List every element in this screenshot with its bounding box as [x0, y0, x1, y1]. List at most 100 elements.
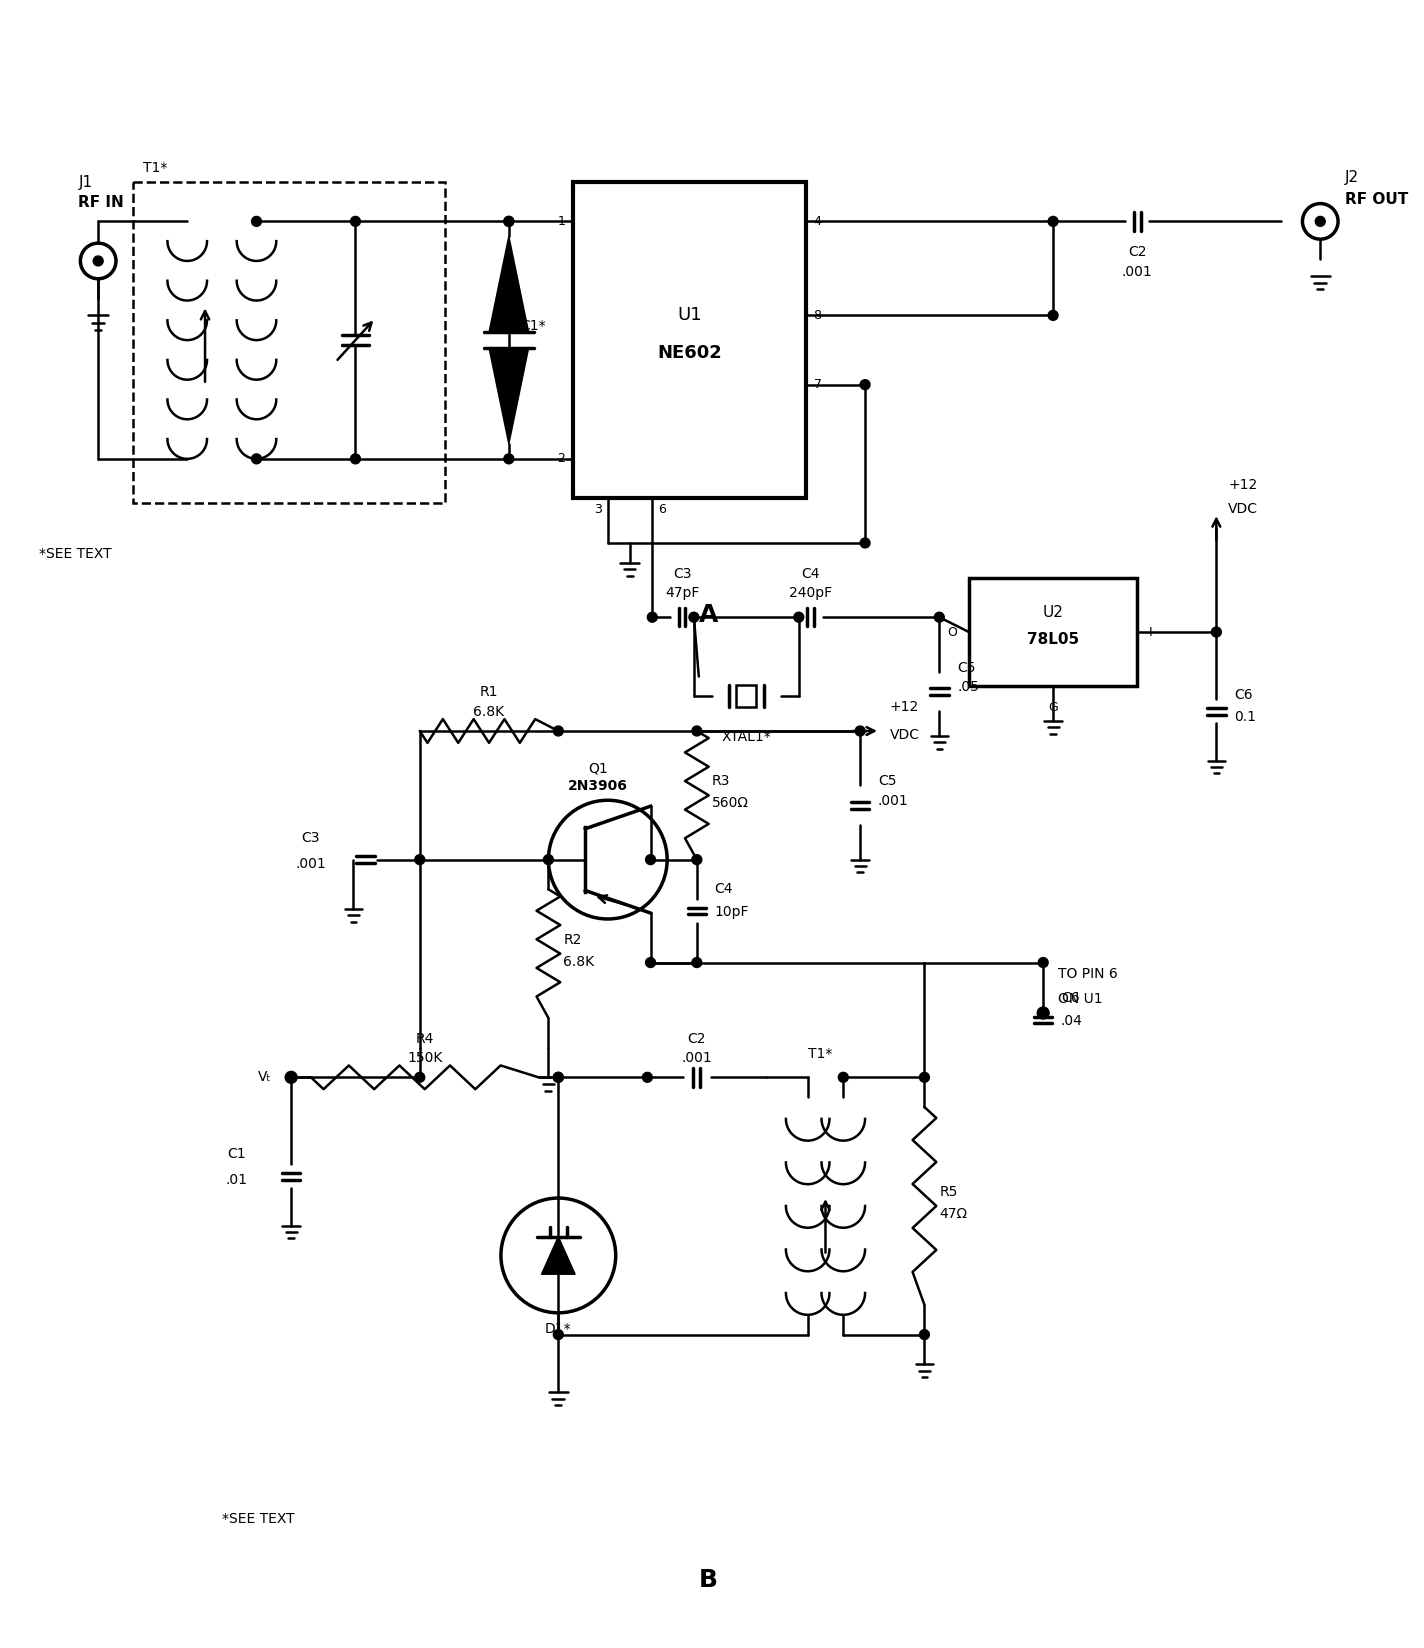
Text: 8: 8 [813, 308, 822, 321]
Circle shape [645, 957, 655, 967]
Polygon shape [488, 348, 528, 443]
Text: J1: J1 [78, 175, 93, 190]
Circle shape [504, 216, 514, 226]
Text: .04: .04 [1061, 1014, 1082, 1028]
Text: I: I [1149, 626, 1152, 638]
Circle shape [252, 453, 262, 463]
Bar [736, 686, 756, 707]
Circle shape [1038, 957, 1048, 967]
Text: 240pF: 240pF [789, 587, 832, 600]
Text: +12: +12 [1229, 478, 1257, 491]
Text: 7: 7 [813, 377, 822, 391]
Text: Q1: Q1 [588, 761, 608, 776]
Text: U2: U2 [1042, 605, 1064, 620]
Text: C5: C5 [879, 775, 897, 788]
Text: G: G [1048, 702, 1058, 714]
Text: C2: C2 [1128, 246, 1146, 259]
Text: C4: C4 [715, 882, 733, 897]
Text: R2: R2 [564, 933, 581, 946]
Bar [968, 577, 1138, 687]
Circle shape [544, 855, 554, 865]
Text: 0.1: 0.1 [1235, 710, 1256, 723]
Text: RF OUT: RF OUT [1346, 191, 1408, 206]
Text: .001: .001 [879, 794, 909, 808]
Circle shape [554, 1073, 564, 1083]
Text: 2: 2 [557, 452, 565, 465]
Circle shape [1037, 1007, 1049, 1018]
Circle shape [1316, 216, 1326, 226]
Circle shape [934, 613, 944, 623]
Text: *SEE TEXT: *SEE TEXT [38, 547, 111, 560]
Circle shape [839, 1073, 849, 1083]
Text: O: O [947, 626, 957, 638]
Circle shape [689, 613, 699, 623]
Circle shape [554, 727, 564, 737]
Circle shape [692, 855, 702, 865]
Text: J2: J2 [1346, 170, 1358, 185]
Text: 4: 4 [813, 214, 822, 227]
Polygon shape [541, 1236, 575, 1274]
Circle shape [1048, 216, 1058, 226]
Polygon shape [488, 236, 528, 333]
Bar [572, 181, 806, 498]
Text: VDC: VDC [890, 728, 920, 742]
Text: VDC: VDC [1229, 503, 1259, 516]
Circle shape [642, 1073, 652, 1083]
Text: C1*: C1* [521, 320, 547, 333]
Text: 150K: 150K [407, 1051, 443, 1066]
Text: C2: C2 [688, 1032, 706, 1046]
Text: 6.8K: 6.8K [564, 954, 594, 969]
Text: RF IN: RF IN [78, 194, 124, 209]
Circle shape [860, 379, 870, 389]
Text: T1*: T1* [142, 162, 167, 175]
Circle shape [350, 453, 360, 463]
Circle shape [692, 727, 702, 737]
Circle shape [504, 453, 514, 463]
Text: C1: C1 [228, 1147, 246, 1162]
Circle shape [414, 855, 424, 865]
Circle shape [504, 216, 514, 226]
Text: ON U1: ON U1 [1058, 992, 1102, 1007]
Text: .05: .05 [957, 681, 978, 694]
Text: *SEE TEXT: *SEE TEXT [222, 1511, 295, 1526]
Text: C6: C6 [1235, 689, 1253, 702]
Circle shape [920, 1073, 930, 1083]
Text: Vₜ: Vₜ [258, 1070, 272, 1084]
Text: D1*: D1* [545, 1322, 571, 1335]
Circle shape [350, 216, 360, 226]
Text: C3: C3 [672, 567, 691, 580]
Text: 10pF: 10pF [715, 905, 749, 920]
Circle shape [920, 1330, 930, 1340]
Text: 560Ω: 560Ω [712, 796, 749, 811]
Text: 6: 6 [658, 503, 666, 516]
Text: 2N3906: 2N3906 [568, 780, 628, 793]
Text: B: B [699, 1567, 718, 1592]
Circle shape [93, 255, 103, 265]
Text: 6.8K: 6.8K [473, 705, 504, 719]
Circle shape [648, 613, 658, 623]
Circle shape [1048, 310, 1058, 320]
Text: R5: R5 [940, 1185, 958, 1200]
Circle shape [554, 1073, 564, 1083]
Circle shape [252, 216, 262, 226]
Text: R3: R3 [712, 775, 731, 788]
Circle shape [692, 957, 702, 967]
Bar [132, 181, 444, 503]
Text: .001: .001 [682, 1051, 712, 1066]
Text: R1: R1 [480, 686, 498, 699]
Text: TO PIN 6: TO PIN 6 [1058, 967, 1118, 981]
Text: 78L05: 78L05 [1027, 631, 1079, 648]
Text: NE602: NE602 [656, 344, 722, 363]
Text: C4: C4 [802, 567, 820, 580]
Text: .01: .01 [226, 1173, 248, 1187]
Circle shape [793, 613, 803, 623]
Circle shape [645, 855, 655, 865]
Circle shape [860, 537, 870, 547]
Text: A: A [699, 603, 718, 628]
Text: T1*: T1* [809, 1046, 833, 1061]
Text: 47pF: 47pF [665, 587, 699, 600]
Circle shape [414, 1073, 424, 1083]
Circle shape [856, 727, 864, 737]
Text: XTAL1*: XTAL1* [722, 730, 772, 743]
Text: .001: .001 [296, 857, 326, 870]
